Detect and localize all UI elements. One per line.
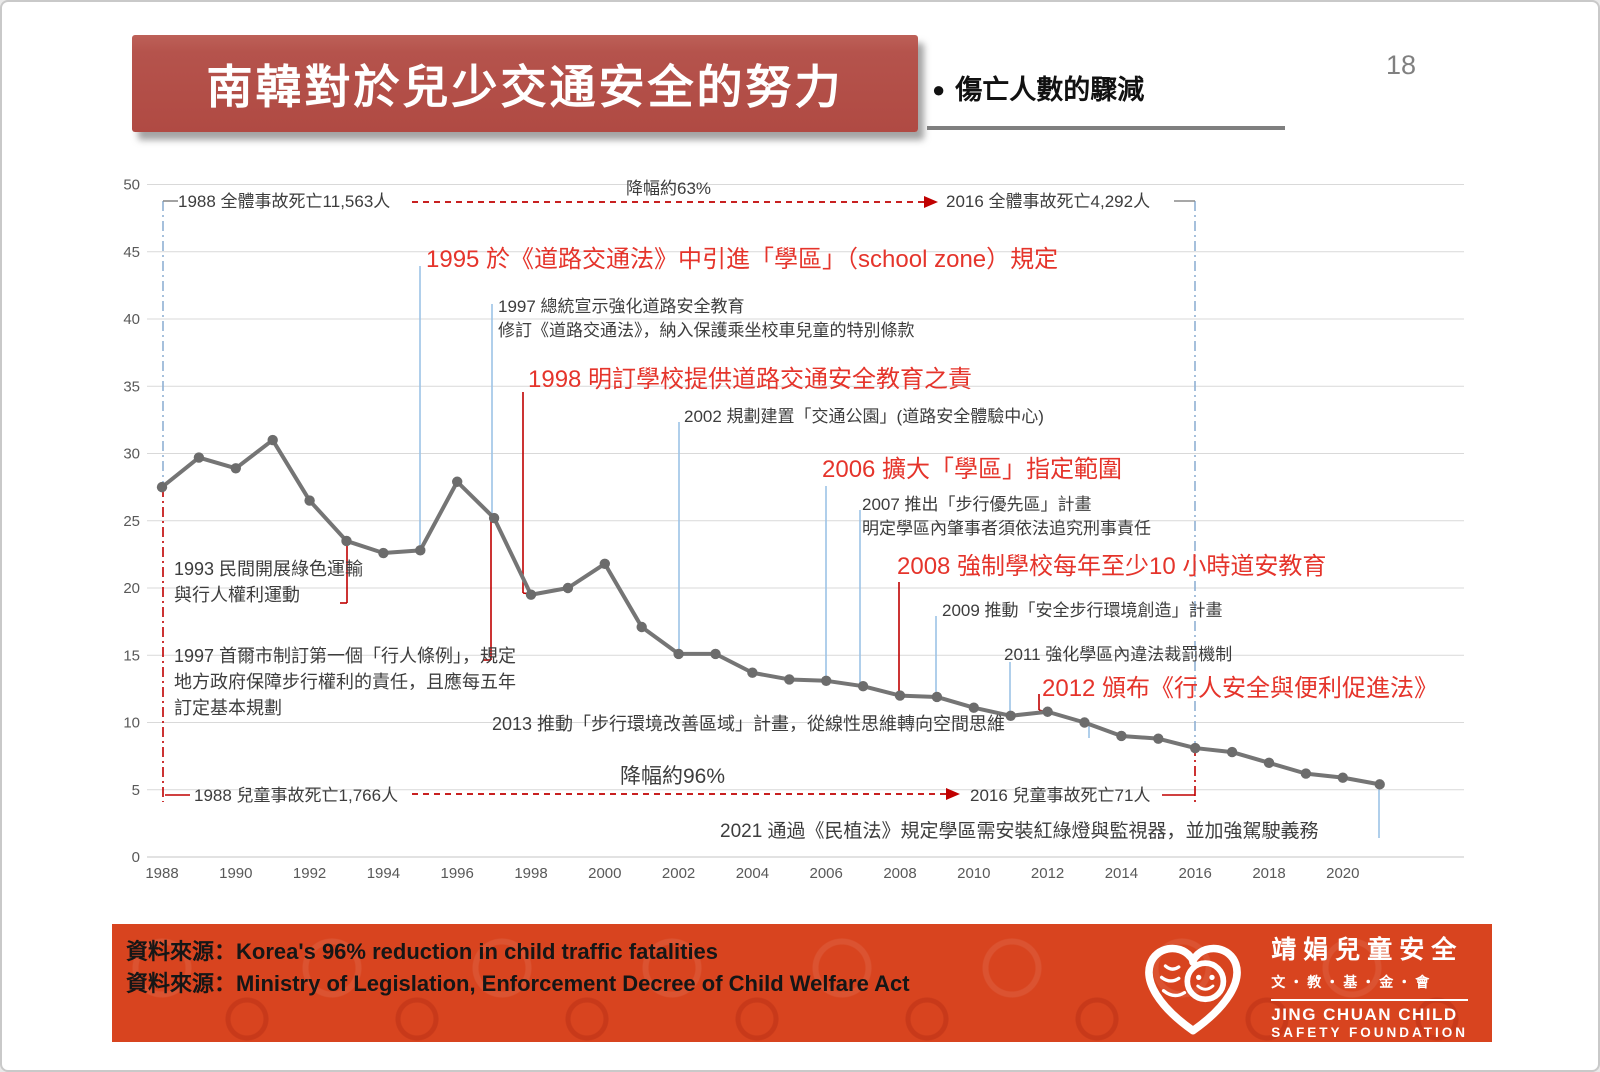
source-line-2: 資料來源：Ministry of Legislation, Enforcemen… [126, 970, 910, 996]
svg-text:15: 15 [123, 647, 140, 664]
annotation-2012: 2012 頒布《行人安全與便利促進法》 [1042, 675, 1439, 702]
annotation-1998: 1998 明訂學校提供道路交通安全教育之責 [528, 366, 973, 393]
foundation-logo: 靖娟兒童安全 文・教・基・金・會 JING CHUAN CHILD SAFETY… [1129, 928, 1468, 1042]
svg-text:45: 45 [123, 244, 140, 261]
annotation-2007-line2: 明定學區內肇事者須依法追究刑事責任 [862, 519, 1151, 538]
subtitle-underline [927, 126, 1285, 130]
svg-text:20: 20 [123, 580, 140, 597]
svg-text:0: 0 [132, 849, 140, 866]
annotation-drop-96: 降幅約96% [620, 765, 726, 788]
heart-smiley-icon [1145, 944, 1241, 1035]
annotation-1993: 1993 民間開展綠色運輸與行人權利運動 [174, 559, 364, 606]
svg-text:1988: 1988 [145, 865, 178, 882]
annotation-2016-total: 2016 全體事故死亡4,292人 [946, 192, 1151, 211]
annotation-1995-school-zone: 1995 於《道路交通法》中引進「學區」（school zone）規定 [426, 246, 1059, 273]
logo-name-cn: 靖娟兒童安全 [1271, 936, 1464, 964]
annotation-2021: 2021 通過《民植法》規定學區需安裝紅綠燈與監視器，並加強駕駛義務 [720, 821, 1319, 842]
annotation-2006: 2006 擴大「學區」指定範圍 [822, 456, 1123, 483]
svg-text:2012: 2012 [1031, 865, 1064, 882]
annotation-2009: 2009 推動「安全步行環境創造」計畫 [942, 601, 1223, 620]
svg-text:25: 25 [123, 513, 140, 530]
svg-text:1994: 1994 [367, 865, 400, 882]
svg-text:2018: 2018 [1252, 865, 1285, 882]
svg-text:2004: 2004 [736, 865, 769, 882]
slide-subtitle: ● 傷亡人數的驟減 [932, 68, 1144, 107]
logo-text: 靖娟兒童安全 文・教・基・金・會 JING CHUAN CHILD SAFETY… [1271, 930, 1468, 1040]
svg-text:1996: 1996 [441, 865, 474, 882]
svg-text:1998: 1998 [514, 865, 547, 882]
svg-text:2016: 2016 [1179, 865, 1212, 882]
svg-text:1992: 1992 [293, 865, 326, 882]
annotation-2007-line1: 2007 推出「步行優先區」計畫 [862, 495, 1092, 514]
annotation-1997-line2: 修訂《道路交通法》，納入保護乘坐校車兒童的特別條款 [498, 321, 915, 340]
svg-text:2008: 2008 [883, 865, 916, 882]
svg-text:1990: 1990 [219, 865, 252, 882]
svg-text:2006: 2006 [810, 865, 843, 882]
annotation-2008: 2008 強制學校每年至少10 小時道安教育 [897, 553, 1327, 580]
svg-text:10: 10 [123, 715, 140, 732]
title-banner: 南韓對於兒少交通安全的努力 [132, 35, 918, 132]
annotation-2016-child: 2016 兒童事故死亡71人 [970, 786, 1151, 805]
svg-text:2020: 2020 [1326, 865, 1359, 882]
bullet-icon: ● [932, 77, 946, 102]
footer-banner: 資料來源：Korea's 96% reduction in child traf… [112, 924, 1492, 1042]
svg-text:2014: 2014 [1105, 865, 1138, 882]
annotation-drop-63: 降幅約63% [626, 179, 712, 198]
subtitle-text: 傷亡人數的驟減 [955, 75, 1145, 105]
annotation-2011: 2011 強化學區內違法裁罰機制 [1004, 645, 1233, 664]
annotation-1988-total: 1988 全體事故死亡11,563人 [178, 192, 391, 211]
svg-text:40: 40 [123, 311, 140, 328]
svg-text:2010: 2010 [957, 865, 990, 882]
source-line-1: 資料來源：Korea's 96% reduction in child traf… [126, 939, 719, 964]
svg-text:50: 50 [123, 177, 140, 194]
svg-text:5: 5 [132, 782, 140, 799]
svg-text:2000: 2000 [588, 865, 621, 882]
annotation-1997-seoul: 1997 首爾市制訂第一個「行人條例」，規定地方政府保障步行權利的責任，且應每五… [174, 646, 517, 719]
annotation-2002: 2002 規劃建置「交通公園」(道路安全體驗中心) [684, 407, 1044, 426]
page-title: 南韓對於兒少交通安全的努力 [206, 60, 844, 113]
svg-text:2002: 2002 [662, 865, 695, 882]
source-list: 資料來源：Korea's 96% reduction in child traf… [126, 936, 910, 1000]
logo-name-en: JING CHUAN CHILD SAFETY FOUNDATION [1271, 999, 1468, 1040]
svg-text:30: 30 [123, 446, 140, 463]
logo-subtitle-cn: 文・教・基・金・會 [1271, 974, 1434, 990]
annotation-2013: 2013 推動「步行環境改善區域」計畫，從線性思維轉向空間思維 [492, 714, 1006, 734]
svg-text:35: 35 [123, 378, 140, 395]
annotation-1997-line1: 1997 總統宣示強化道路安全教育 [498, 297, 745, 316]
annotation-1988-child: 1988 兒童事故死亡1,766人 [194, 786, 399, 805]
page-number: 18 [1386, 50, 1417, 80]
